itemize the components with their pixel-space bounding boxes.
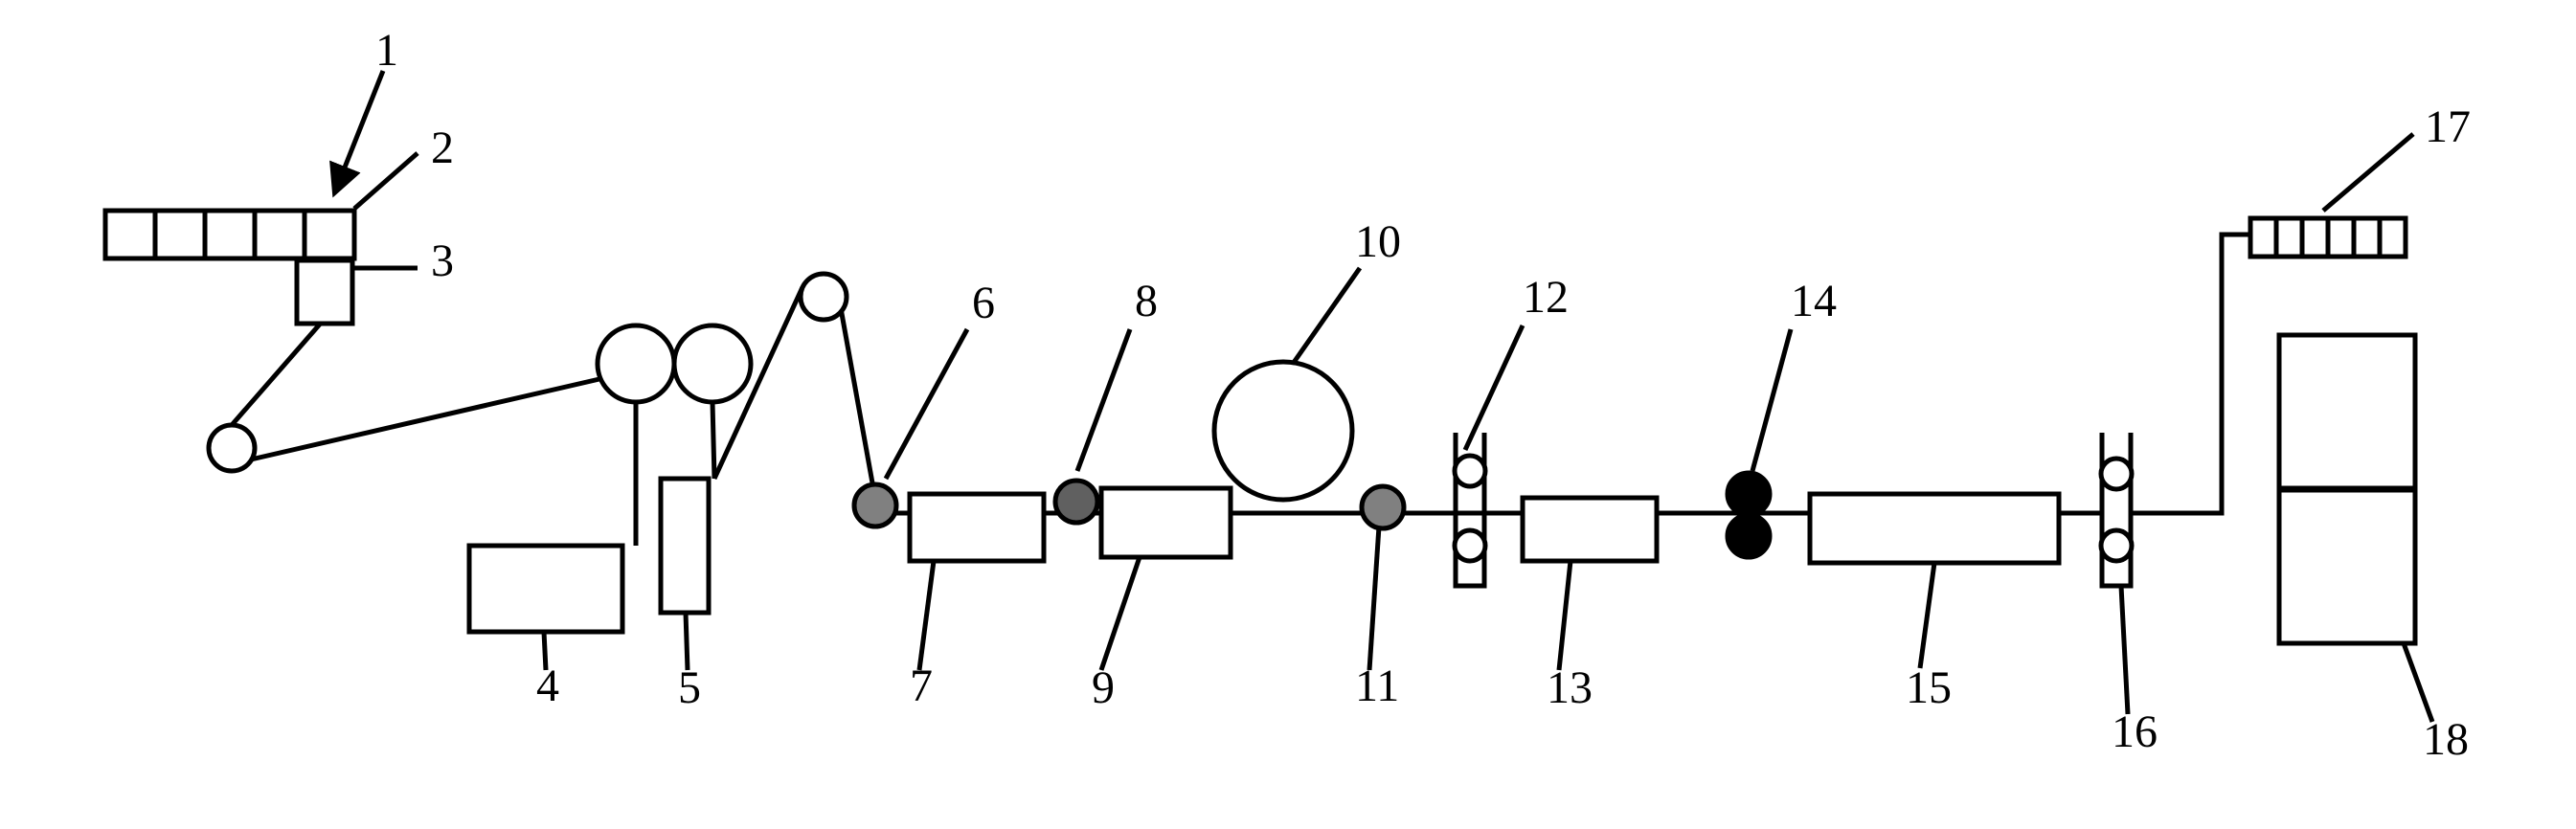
station-5 (661, 479, 709, 613)
label-l10: 10 (1355, 216, 1401, 267)
label-l11: 11 (1355, 661, 1399, 711)
label5-line (686, 613, 688, 670)
label-l12: 12 (1523, 272, 1569, 323)
top-grid-3 (2302, 218, 2328, 257)
leader-l8 (1077, 329, 1130, 471)
station-18a (2279, 335, 2415, 488)
top-grid-6 (2380, 218, 2406, 257)
leader-l12 (1465, 325, 1523, 450)
top-grid-4 (2328, 218, 2354, 257)
leader-l6 (886, 329, 967, 479)
label-l2: 2 (431, 123, 454, 173)
top-grid-2 (2276, 218, 2302, 257)
label-l18: 18 (2423, 714, 2469, 765)
station-18b (2279, 490, 2415, 643)
rollpair-left (598, 325, 674, 402)
label-l5: 5 (678, 662, 701, 713)
station-3 (297, 260, 352, 324)
label-l14: 14 (1791, 276, 1837, 326)
leader-l1 (335, 71, 383, 191)
stand12-bot (1455, 530, 1485, 561)
leader-l10 (1293, 268, 1360, 364)
label11-line (1369, 527, 1379, 670)
label16-line (2121, 586, 2128, 714)
station-13 (1523, 498, 1657, 561)
leader-l14 (1752, 329, 1791, 471)
conveyor-cell-5 (305, 211, 354, 258)
label-l3: 3 (431, 235, 454, 286)
top-grid-1 (2250, 218, 2276, 257)
label7-line (919, 561, 934, 670)
bottom-roller-3 (209, 425, 255, 471)
station-4 (469, 546, 622, 632)
station-9 (1101, 488, 1231, 557)
conveyor-cell-3 (205, 211, 255, 258)
up-to-17 (2130, 235, 2250, 513)
rollpair-right (674, 325, 751, 402)
label-l7: 7 (910, 661, 933, 711)
down-from-6 (841, 308, 873, 488)
pair-right-down (712, 402, 714, 479)
label13-line (1559, 561, 1570, 670)
top-grid-5 (2354, 218, 2380, 257)
label-l9: 9 (1092, 662, 1115, 713)
roll-11 (1362, 486, 1404, 528)
top-roller-6 (801, 274, 847, 320)
leader-l2 (354, 153, 418, 209)
label-l4: 4 (536, 661, 559, 711)
station-15 (1810, 494, 2059, 563)
feed-3-to-roller (232, 320, 324, 425)
label-l6: 6 (972, 278, 995, 328)
leader-l17 (2323, 134, 2413, 211)
conveyor-cell-4 (255, 211, 305, 258)
roll-14-top (1728, 473, 1770, 515)
label18-line (2404, 643, 2432, 722)
label-l17: 17 (2425, 101, 2471, 152)
label-l16: 16 (2112, 706, 2158, 757)
station-7 (910, 494, 1044, 561)
label-l1: 1 (375, 25, 398, 76)
label9-line (1101, 557, 1140, 670)
roll-6 (854, 484, 896, 527)
stand12-top (1455, 456, 1485, 486)
stand16-top (2101, 459, 2132, 489)
label-l15: 15 (1906, 662, 1952, 713)
roll-10 (1214, 362, 1352, 500)
conveyor-cell-2 (155, 211, 205, 258)
conveyor-cell-1 (105, 211, 155, 258)
stand16-bot (2101, 530, 2132, 561)
label15-line (1920, 563, 1934, 668)
label-l8: 8 (1135, 276, 1158, 326)
line-roller-to-pair (251, 379, 599, 459)
label-l13: 13 (1547, 662, 1593, 713)
roll-14-bot (1728, 515, 1770, 557)
roll-8 (1055, 481, 1097, 523)
